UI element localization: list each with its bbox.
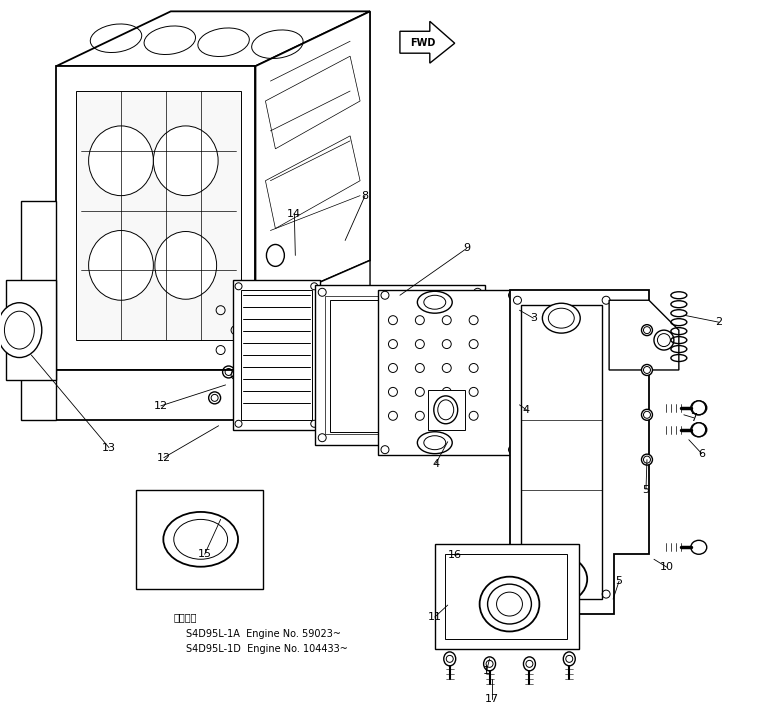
Text: 6: 6 [698, 449, 705, 459]
Ellipse shape [417, 292, 452, 313]
Text: 5: 5 [642, 484, 650, 494]
Ellipse shape [535, 556, 587, 602]
Text: 5: 5 [616, 577, 622, 586]
Polygon shape [428, 390, 465, 430]
Text: 9: 9 [463, 244, 471, 254]
Ellipse shape [89, 230, 153, 300]
Polygon shape [435, 545, 579, 649]
Text: 12: 12 [157, 453, 171, 462]
Polygon shape [400, 21, 455, 63]
Text: S4D95L-1D  Engine No. 104433~: S4D95L-1D Engine No. 104433~ [186, 644, 348, 654]
Polygon shape [315, 285, 484, 445]
Text: 11: 11 [428, 612, 442, 622]
Text: 1: 1 [483, 666, 490, 676]
Text: FWD: FWD [410, 39, 436, 48]
Polygon shape [56, 370, 256, 419]
Text: 13: 13 [102, 443, 116, 453]
Text: 14: 14 [287, 209, 301, 219]
Text: 15: 15 [197, 550, 212, 559]
Polygon shape [241, 290, 312, 419]
Text: 7: 7 [690, 413, 698, 423]
Ellipse shape [641, 364, 653, 375]
Text: 10: 10 [660, 562, 674, 572]
Text: 3: 3 [530, 313, 537, 324]
Polygon shape [266, 136, 360, 228]
Text: 2: 2 [715, 317, 723, 327]
Polygon shape [521, 305, 602, 599]
Polygon shape [378, 290, 519, 454]
Ellipse shape [691, 423, 707, 437]
Ellipse shape [524, 657, 535, 671]
Text: 4: 4 [523, 405, 530, 415]
Polygon shape [232, 281, 320, 430]
Ellipse shape [434, 396, 458, 424]
Ellipse shape [691, 401, 707, 415]
Polygon shape [56, 66, 256, 370]
Ellipse shape [563, 652, 575, 666]
Ellipse shape [691, 423, 706, 437]
Ellipse shape [417, 432, 452, 454]
Ellipse shape [444, 652, 455, 666]
Ellipse shape [0, 302, 42, 358]
Polygon shape [56, 12, 370, 66]
Ellipse shape [543, 303, 580, 333]
Ellipse shape [89, 126, 153, 196]
Text: 17: 17 [484, 694, 499, 704]
Ellipse shape [483, 657, 496, 671]
Ellipse shape [153, 126, 218, 196]
Polygon shape [21, 201, 56, 419]
Polygon shape [256, 12, 370, 310]
Text: 16: 16 [448, 550, 461, 561]
Ellipse shape [480, 577, 540, 632]
Ellipse shape [641, 454, 653, 465]
Ellipse shape [641, 409, 653, 420]
Polygon shape [509, 290, 649, 614]
Polygon shape [266, 56, 360, 149]
Ellipse shape [691, 540, 707, 554]
Text: 4: 4 [432, 459, 439, 469]
Ellipse shape [654, 330, 674, 350]
Text: S4D95L-1A  Engine No. 59023~: S4D95L-1A Engine No. 59023~ [186, 629, 341, 639]
Polygon shape [6, 281, 56, 380]
Text: 適用号機: 適用号機 [174, 612, 197, 622]
Bar [136, 489, 263, 589]
Text: 12: 12 [154, 401, 168, 411]
Ellipse shape [691, 401, 706, 415]
Text: 8: 8 [361, 190, 369, 201]
Ellipse shape [641, 325, 653, 336]
Polygon shape [76, 91, 241, 340]
Polygon shape [256, 260, 370, 370]
Polygon shape [330, 300, 470, 432]
Ellipse shape [155, 231, 216, 300]
Polygon shape [609, 300, 679, 370]
Polygon shape [445, 554, 567, 639]
